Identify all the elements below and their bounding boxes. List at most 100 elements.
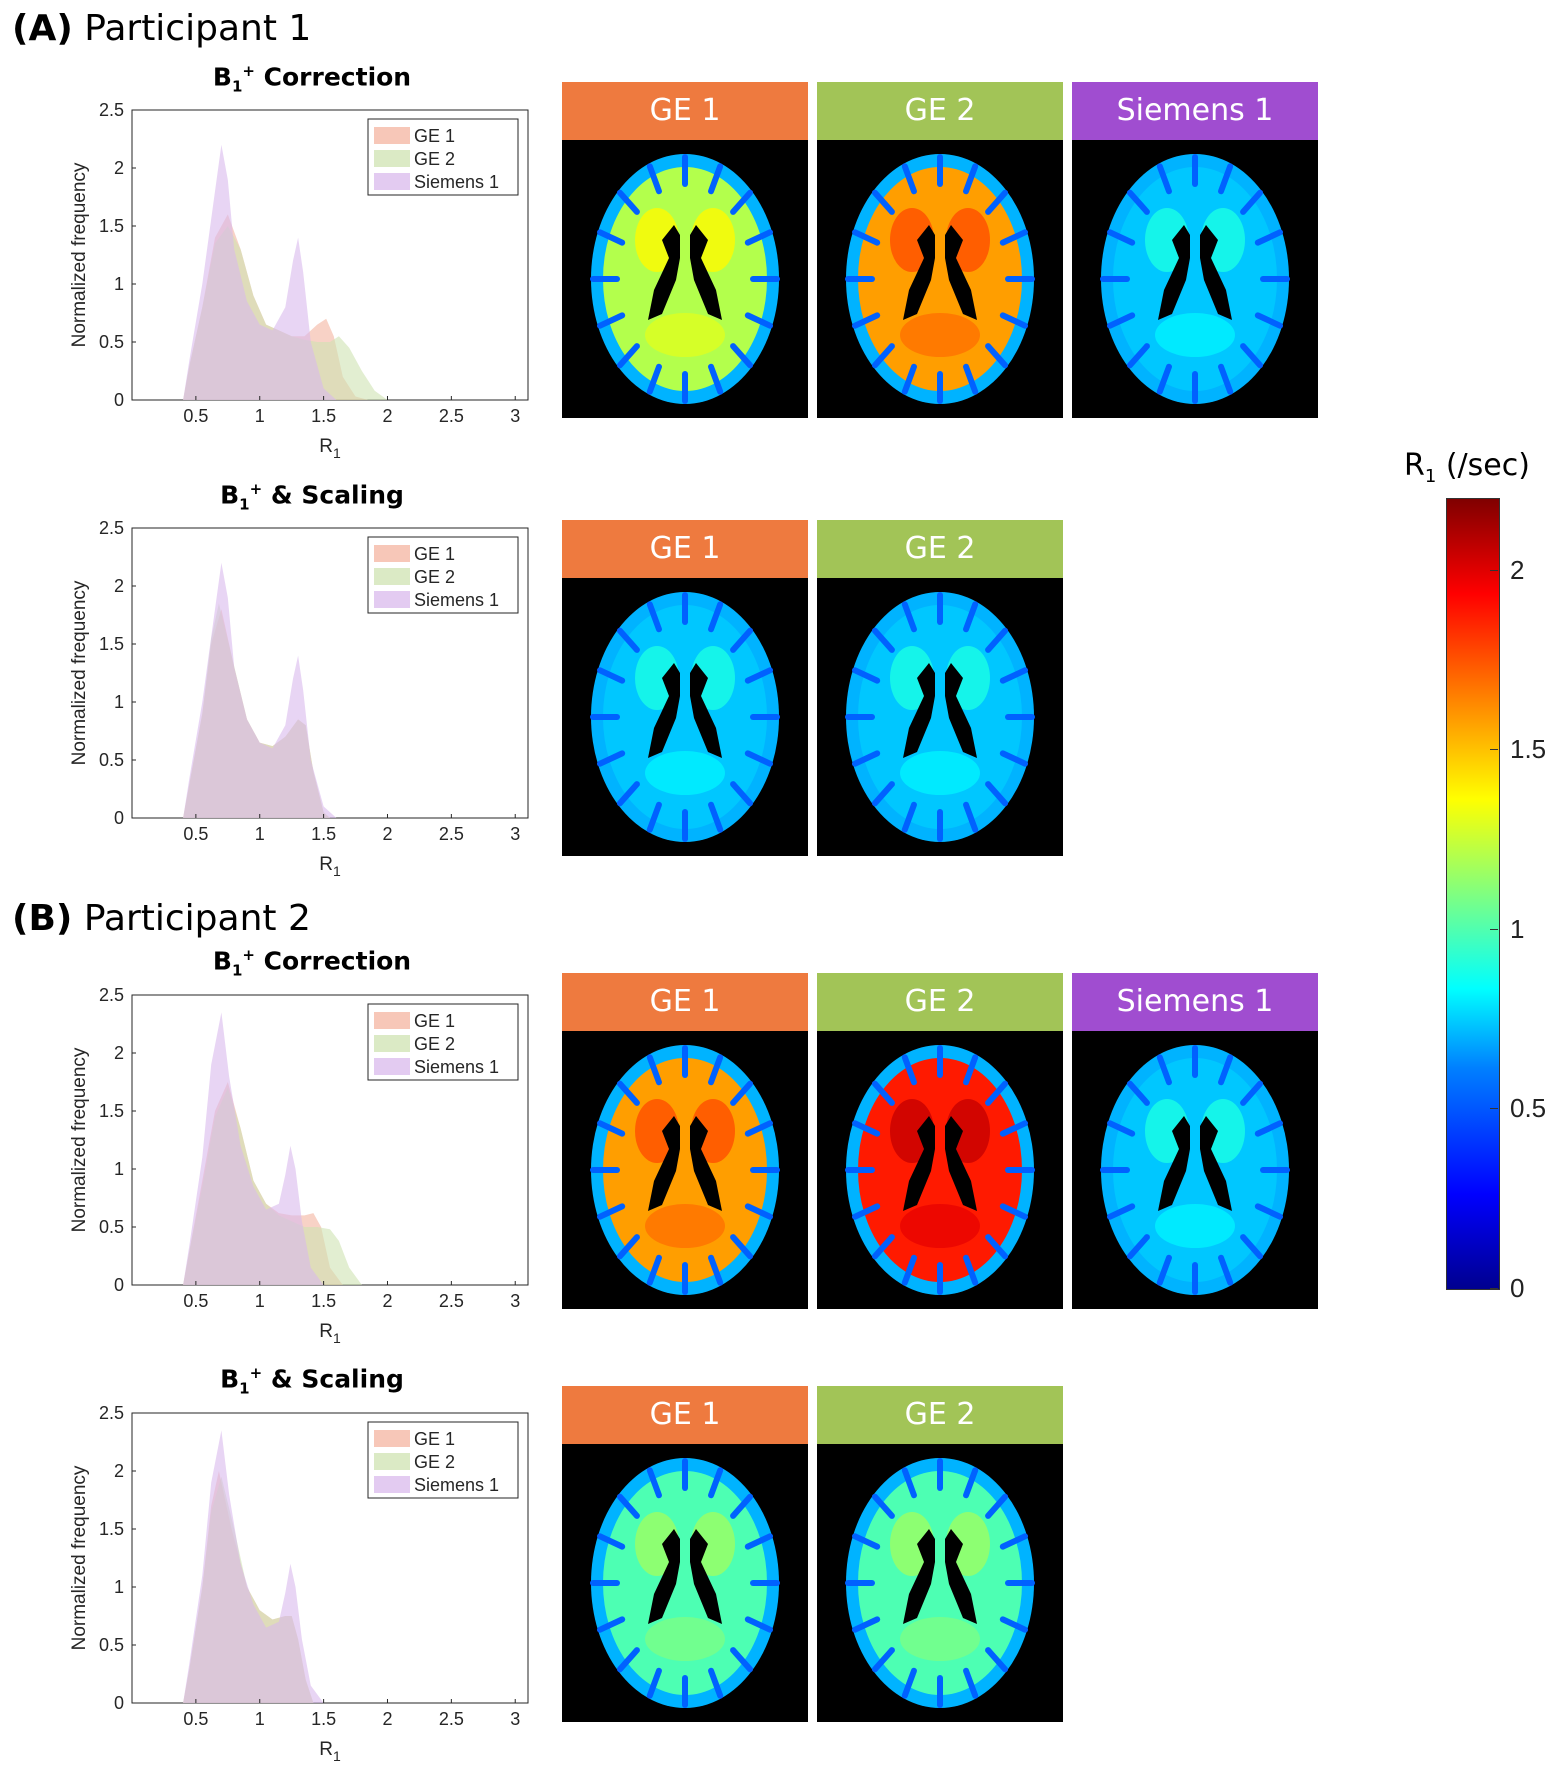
legend-label: Siemens 1 — [414, 1057, 499, 1077]
ventricle — [903, 663, 935, 758]
ventricle — [903, 225, 935, 320]
plot-title-p2-scaling: B1+ & Scaling — [220, 1364, 404, 1398]
brain-sulcus — [708, 1254, 724, 1286]
legend-swatch — [374, 1453, 410, 1470]
colorbar-tick-mark — [1490, 569, 1498, 571]
brain-sulcus — [646, 1054, 662, 1086]
brain-sulcus — [1126, 343, 1150, 369]
y-tick-label: 0 — [114, 1693, 124, 1713]
y-tick-label: 2 — [114, 158, 124, 178]
brain-sulcus — [616, 1234, 640, 1260]
legend-label: GE 2 — [414, 1452, 455, 1472]
brain-sulcus — [1156, 363, 1172, 395]
y-tick-label: 1.5 — [99, 1101, 124, 1121]
x-axis-label: R1 — [319, 1321, 341, 1346]
brain-sulcus — [744, 1203, 773, 1220]
brain-sulcus — [871, 343, 895, 369]
legend-label: Siemens 1 — [414, 172, 499, 192]
colorbar-tick-mark — [1490, 1288, 1498, 1289]
brain-sulcus — [901, 601, 917, 633]
y-tick-label: 0 — [114, 390, 124, 410]
brain-region — [946, 1099, 990, 1163]
brain-sulcus — [901, 1254, 917, 1286]
ventricle — [690, 663, 722, 758]
ventricle — [648, 1116, 680, 1211]
brain-region — [890, 646, 934, 710]
y-axis-label: Normalized frequency — [69, 1465, 90, 1650]
brain-sulcus — [597, 229, 626, 246]
brain-sulcus — [999, 1203, 1028, 1220]
brain-region — [645, 751, 725, 795]
brain-sulcus — [1156, 1054, 1172, 1086]
brain-slice — [590, 1045, 780, 1295]
x-tick-label: 2 — [382, 824, 392, 844]
colorbar-title: R1 (/sec) — [1404, 448, 1530, 487]
brain-sulcus — [744, 1120, 773, 1137]
plot-title-p1-scaling: B1+ & Scaling — [220, 480, 404, 514]
histogram-p1-correction: 0.5 1 1.5 2 2.5 3 0 0.5 1 1.5 2 2.5 R1 Normalized fre… — [69, 100, 529, 461]
brain-region — [900, 1617, 980, 1661]
ventricle — [648, 225, 680, 320]
brain-sulcus — [1156, 1254, 1172, 1286]
brain-sulcus — [616, 189, 640, 215]
brain-map-p2-correction-siemens-1: Siemens 1 — [1072, 973, 1318, 1309]
legend-swatch — [374, 568, 410, 585]
brain-sulcus — [597, 312, 626, 329]
brain-region — [946, 646, 990, 710]
y-tick-label: 1.5 — [99, 634, 124, 654]
brain-map-header: GE 1 — [562, 1386, 808, 1444]
ventricle — [1200, 1116, 1232, 1211]
ventricle — [690, 1116, 722, 1211]
brain-sulcus — [1218, 1054, 1234, 1086]
ventricle — [903, 1529, 935, 1624]
brain-sulcus — [616, 343, 640, 369]
brain-slice — [590, 154, 780, 404]
brain-sulcus — [708, 363, 724, 395]
brain-map-p1-correction-ge-2: GE 2 — [817, 82, 1063, 418]
x-tick-label: 3 — [510, 1291, 520, 1311]
brain-region — [645, 313, 725, 357]
x-tick-label: 3 — [510, 1709, 520, 1729]
brain-map-p2-correction-ge-1: GE 1 — [562, 973, 808, 1309]
brain-sulcus — [730, 1493, 754, 1519]
brain-sulcus — [1107, 1120, 1136, 1137]
brain-sulcus — [852, 667, 881, 684]
brain-map-header: GE 1 — [562, 520, 808, 578]
brain-sulcus — [616, 1080, 640, 1106]
brain-slice — [1100, 154, 1290, 404]
brain-map-p2-correction-ge-2: GE 2 — [817, 973, 1063, 1309]
brain-sulcus — [852, 1616, 881, 1633]
brain-sulcus — [744, 1533, 773, 1550]
x-tick-label: 3 — [510, 824, 520, 844]
brain-map-header: GE 1 — [562, 973, 808, 1031]
brain-sulcus — [597, 1120, 626, 1137]
brain-sulcus — [852, 750, 881, 767]
brain-sulcus — [985, 781, 1009, 807]
y-tick-label: 2.5 — [99, 1403, 124, 1423]
brain-sulcus — [985, 1080, 1009, 1106]
y-tick-label: 2.5 — [99, 985, 124, 1005]
brain-map-header: GE 2 — [817, 82, 1063, 140]
brain-sulcus — [1240, 1080, 1264, 1106]
y-tick-label: 2.5 — [99, 518, 124, 538]
brain-region — [645, 1204, 725, 1248]
brain-sulcus — [708, 1054, 724, 1086]
brain-region — [890, 1512, 934, 1576]
colorbar-tick-mark — [1490, 749, 1498, 751]
brain-region — [691, 1099, 735, 1163]
ventricle — [690, 225, 722, 320]
brain-sulcus — [646, 163, 662, 195]
brain-sulcus — [852, 229, 881, 246]
legend-swatch — [374, 1012, 410, 1029]
section-text: Participant 2 — [83, 898, 311, 939]
colorbar-tick-label: 1.5 — [1510, 734, 1547, 765]
section-title-b: (B) Participant 2 — [12, 898, 311, 939]
y-axis-label: Normalized frequency — [69, 1047, 90, 1232]
legend-swatch — [374, 1035, 410, 1052]
colorbar-tick-mark — [1490, 1108, 1498, 1110]
brain-sulcus — [1126, 189, 1150, 215]
y-tick-label: 2 — [114, 1461, 124, 1481]
x-tick-label: 1.5 — [311, 1291, 336, 1311]
legend-label: GE 2 — [414, 567, 455, 587]
legend-swatch — [374, 1476, 410, 1493]
